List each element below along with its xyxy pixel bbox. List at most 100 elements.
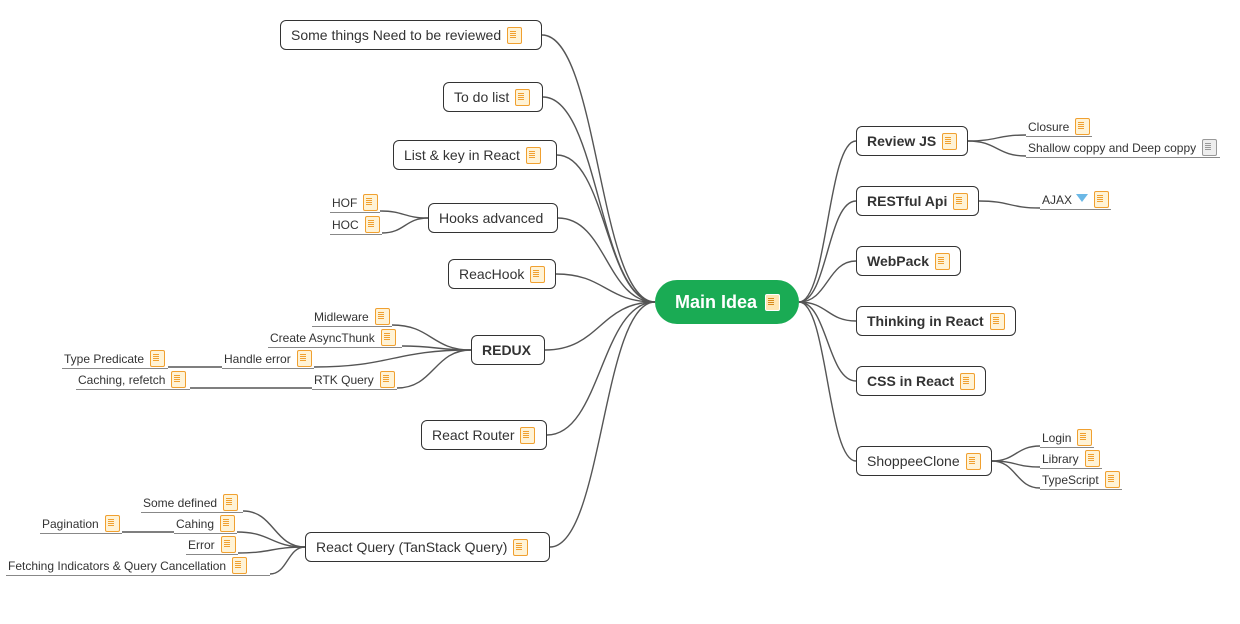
note-icon	[223, 494, 238, 511]
label: Pagination	[42, 517, 99, 531]
label: TypeScript	[1042, 473, 1099, 487]
label: HOC	[332, 218, 359, 232]
note-icon	[220, 515, 235, 532]
label: AJAX	[1042, 193, 1072, 207]
handle-error[interactable]: Handle error	[222, 351, 314, 369]
label: Fetching Indicators & Query Cancellation	[8, 559, 226, 573]
note-icon	[381, 329, 396, 346]
create-asyncthunk[interactable]: Create AsyncThunk	[268, 330, 402, 348]
label: Cahing	[176, 517, 214, 531]
typescript[interactable]: TypeScript	[1040, 472, 1122, 490]
listkey[interactable]: List & key in React	[393, 140, 557, 170]
fetching-indicators-query-cancellation[interactable]: Fetching Indicators & Query Cancellation	[6, 558, 270, 576]
hof[interactable]: HOF	[330, 195, 380, 213]
thinking[interactable]: Thinking in React	[856, 306, 1016, 336]
error[interactable]: Error	[186, 537, 238, 555]
closure[interactable]: Closure	[1026, 119, 1092, 137]
gem-icon	[1076, 194, 1088, 206]
note-icon	[221, 536, 236, 553]
label: Thinking in React	[867, 313, 984, 329]
note-icon	[520, 427, 535, 444]
label: List & key in React	[404, 147, 520, 163]
login[interactable]: Login	[1040, 430, 1094, 448]
label: To do list	[454, 89, 509, 105]
note-icon	[1077, 429, 1092, 446]
label: Handle error	[224, 352, 291, 366]
label: Main Idea	[675, 292, 757, 313]
note-icon	[507, 27, 522, 44]
label: WebPack	[867, 253, 929, 269]
todo[interactable]: To do list	[443, 82, 543, 112]
label: REDUX	[482, 342, 531, 358]
note-icon	[526, 147, 541, 164]
main-idea[interactable]: Main Idea	[655, 280, 799, 324]
label: CSS in React	[867, 373, 954, 389]
label: HOF	[332, 196, 357, 210]
note-icon	[953, 193, 968, 210]
note-icon	[990, 313, 1005, 330]
note-icon	[1075, 118, 1090, 135]
note-icon	[232, 557, 247, 574]
label: Some things Need to be reviewed	[291, 27, 501, 43]
redux[interactable]: REDUX	[471, 335, 545, 365]
label: Some defined	[143, 496, 217, 510]
label: Type Predicate	[64, 352, 144, 366]
note-icon	[365, 216, 380, 233]
label: Error	[188, 538, 215, 552]
pagination[interactable]: Pagination	[40, 516, 122, 534]
note-icon	[966, 453, 981, 470]
caching-refetch[interactable]: Caching, refetch	[76, 372, 190, 390]
review[interactable]: Some things Need to be reviewed	[280, 20, 542, 50]
label: Shallow coppy and Deep coppy	[1028, 141, 1196, 155]
webpack[interactable]: WebPack	[856, 246, 961, 276]
label: Caching, refetch	[78, 373, 165, 387]
css[interactable]: CSS in React	[856, 366, 986, 396]
label: Hooks advanced	[439, 210, 543, 226]
note-icon	[363, 194, 378, 211]
type-predicate[interactable]: Type Predicate	[62, 351, 168, 369]
note-icon	[960, 373, 975, 390]
cahing[interactable]: Cahing	[174, 516, 237, 534]
shallow-coppy-and-deep-coppy[interactable]: Shallow coppy and Deep coppy	[1026, 140, 1220, 158]
label: Review JS	[867, 133, 936, 149]
shoppee[interactable]: ShoppeeClone	[856, 446, 992, 476]
note-icon	[1105, 471, 1120, 488]
some-defined[interactable]: Some defined	[141, 495, 243, 513]
rtk-query[interactable]: RTK Query	[312, 372, 397, 390]
label: Midleware	[314, 310, 369, 324]
midleware[interactable]: Midleware	[312, 309, 392, 327]
note-icon	[530, 266, 545, 283]
note-icon	[935, 253, 950, 270]
label: React Query (TanStack Query)	[316, 539, 507, 555]
note-icon	[1202, 139, 1217, 156]
label: ReacHook	[459, 266, 524, 282]
restful[interactable]: RESTful Api	[856, 186, 979, 216]
note-icon	[515, 89, 530, 106]
note-icon	[765, 294, 780, 311]
label: ShoppeeClone	[867, 453, 960, 469]
reachook[interactable]: ReacHook	[448, 259, 556, 289]
router[interactable]: React Router	[421, 420, 547, 450]
note-icon	[105, 515, 120, 532]
query[interactable]: React Query (TanStack Query)	[305, 532, 550, 562]
note-icon	[375, 308, 390, 325]
reviewjs[interactable]: Review JS	[856, 126, 968, 156]
note-icon	[297, 350, 312, 367]
hooksadv[interactable]: Hooks advanced	[428, 203, 558, 233]
label: Login	[1042, 431, 1071, 445]
note-icon	[1085, 450, 1100, 467]
note-icon	[171, 371, 186, 388]
label: RESTful Api	[867, 193, 947, 209]
label: Closure	[1028, 120, 1069, 134]
hoc[interactable]: HOC	[330, 217, 382, 235]
label: React Router	[432, 427, 514, 443]
note-icon	[942, 133, 957, 150]
label: Create AsyncThunk	[270, 331, 375, 345]
ajax[interactable]: AJAX	[1040, 192, 1111, 210]
note-icon	[380, 371, 395, 388]
library[interactable]: Library	[1040, 451, 1102, 469]
note-icon	[1094, 191, 1109, 208]
label: RTK Query	[314, 373, 374, 387]
label: Library	[1042, 452, 1079, 466]
note-icon	[150, 350, 165, 367]
